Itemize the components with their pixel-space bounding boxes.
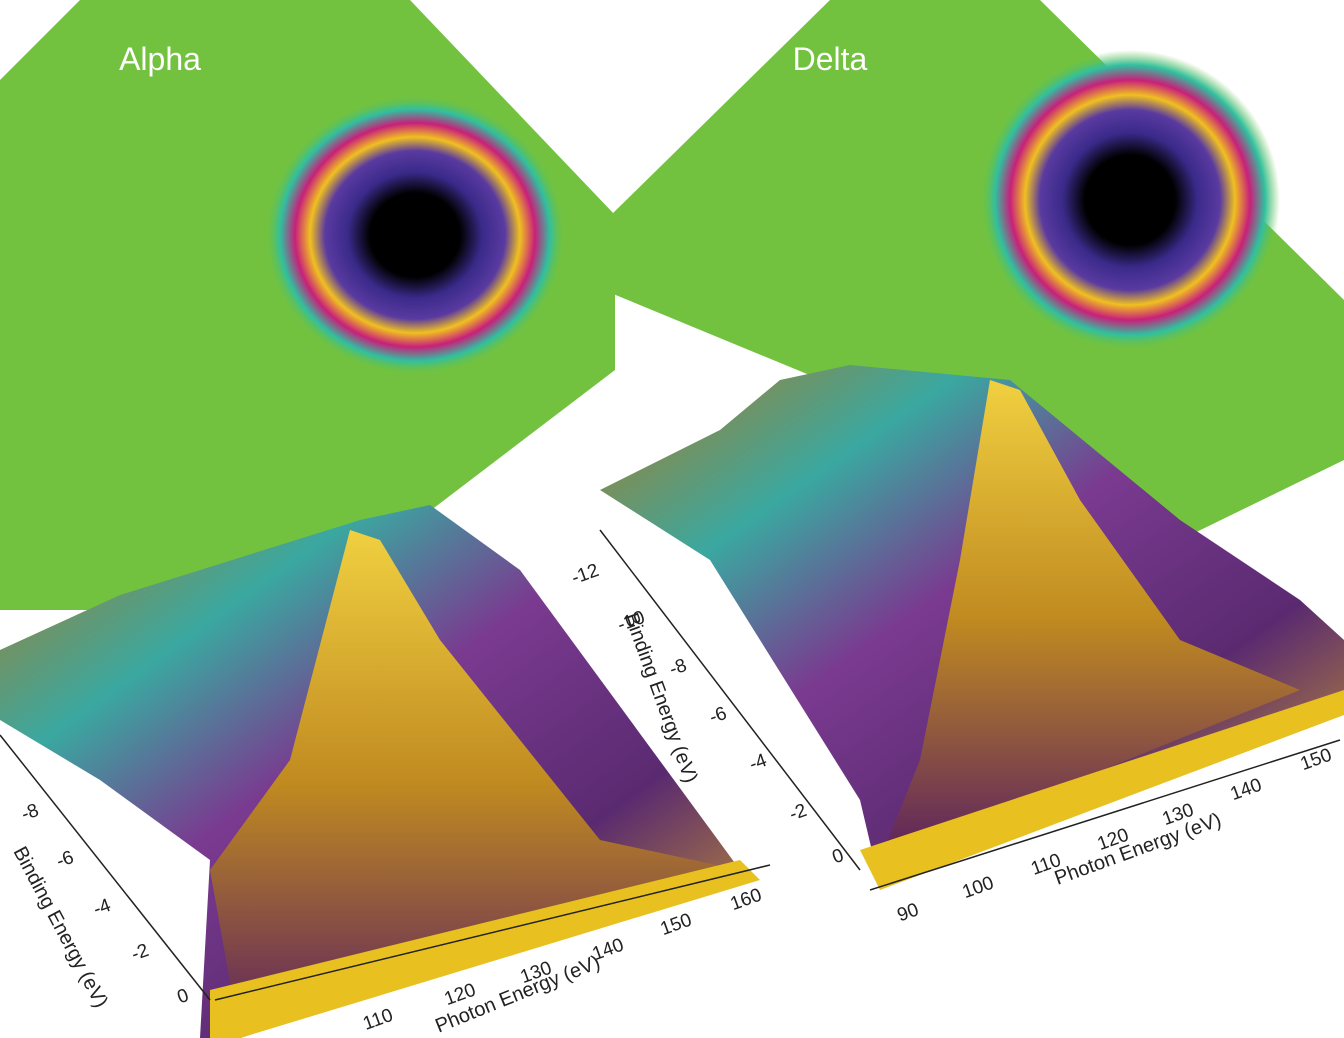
- x-tick-label: 140: [590, 935, 627, 966]
- axis-line: [869, 739, 1341, 891]
- panel-title: Alpha: [119, 41, 201, 77]
- x-tick-label: 150: [1298, 745, 1335, 776]
- y-tick-label: -8: [19, 800, 42, 826]
- axis-line: [214, 864, 771, 1001]
- y-tick-label: -12: [569, 560, 602, 589]
- x-tick-label: 110: [360, 1005, 396, 1035]
- y-tick-label: -6: [54, 847, 77, 873]
- y-tick-label: -2: [787, 800, 810, 826]
- surface-base: [210, 860, 760, 1038]
- y-tick-label: -2: [129, 940, 152, 966]
- x-tick-label: 90: [895, 899, 922, 926]
- y-tick-label: -4: [91, 895, 114, 921]
- x-tick-label: 140: [1228, 775, 1265, 806]
- panel-title: Delta: [793, 41, 868, 77]
- contour-blob: [265, 95, 565, 375]
- axis-line: [599, 529, 861, 871]
- x-tick-label: 100: [960, 873, 997, 904]
- y-tick-label: -6: [707, 703, 730, 729]
- surface-peak: [880, 380, 1300, 860]
- alpha-panel: [0, 0, 771, 1038]
- axis-line: [0, 734, 211, 1001]
- y-tick-label: 0: [175, 985, 192, 1008]
- contour-blob: [980, 50, 1280, 350]
- x-tick-label: 160: [728, 885, 765, 916]
- y-tick-label: -8: [667, 655, 690, 681]
- x-axis-title: Photon Energy (eV): [1052, 809, 1225, 890]
- x-tick-label: 150: [658, 910, 695, 941]
- delta-panel: [555, 0, 1344, 891]
- surface-base: [860, 690, 1344, 890]
- y-tick-label: -4: [747, 750, 770, 776]
